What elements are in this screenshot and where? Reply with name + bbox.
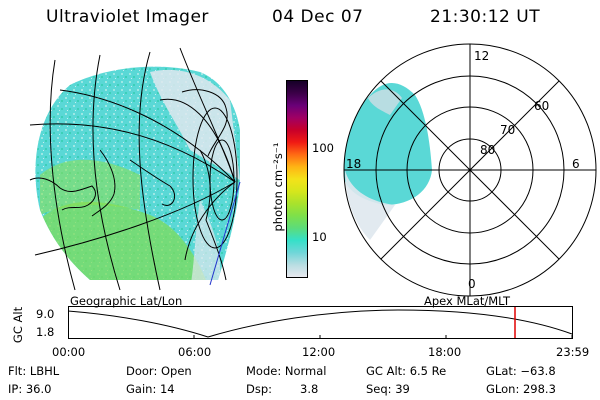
ip-info: IP: 36.0 (8, 382, 52, 396)
ring-label-80: 80 (480, 143, 495, 157)
x-tick-0000: 00:00 (52, 345, 86, 359)
x-tick-1800: 18:00 (428, 345, 462, 359)
seq-info: Seq: 39 (366, 382, 410, 396)
terminator-line (209, 181, 241, 286)
y-tick-high: 9.0 (36, 307, 55, 321)
colorbar-gradient (287, 81, 307, 277)
gc-alt-info: GC Alt: 6.5 Re (366, 364, 447, 378)
clock-label-0: 0 (468, 277, 476, 291)
clock-label-18: 18 (346, 157, 361, 171)
apex-label: Apex MLat/MLT (424, 294, 511, 308)
instrument-title: Ultraviolet Imager (46, 7, 209, 27)
colorbar-unit-label: photon cm⁻²s⁻¹ (271, 142, 285, 232)
glat-info: GLat: −63.8 (486, 364, 556, 378)
clock-label-6: 6 (572, 157, 580, 171)
y-axis-title: GC Alt (11, 306, 25, 344)
x-tick-1200: 12:00 (302, 345, 336, 359)
glon-info: GLon: 298.3 (486, 382, 556, 396)
clock-label-12: 12 (474, 49, 489, 63)
date-label: 04 Dec 07 (272, 7, 364, 27)
door-info: Door: Open (126, 364, 192, 378)
geographic-image (29, 47, 241, 291)
ring-label-70: 70 (500, 123, 515, 137)
polar-plot: 80 70 60 12 6 0 18 (343, 43, 597, 297)
colorbar-tick-10: 10 (312, 230, 327, 244)
dsp-label: Dsp: (246, 382, 273, 396)
mode-info: Mode: Normal (246, 364, 327, 378)
geographic-label: Geographic Lat/Lon (70, 294, 183, 308)
y-tick-low: 1.8 (36, 325, 55, 339)
coastlines (29, 89, 228, 281)
flt-info: Flt: LBHL (8, 364, 60, 378)
time-label: 21:30:12 UT (430, 7, 541, 27)
ring-label-60: 60 (534, 99, 549, 113)
x-tick-2359: 23:59 (556, 345, 590, 359)
polar-grid (343, 43, 597, 297)
colorbar (286, 80, 308, 278)
x-tick-0600: 06:00 (178, 345, 212, 359)
aurora-emission (35, 66, 241, 280)
colorbar-tick-100: 100 (312, 141, 334, 155)
x-axis-ticks (68, 335, 573, 339)
geographic-grid (29, 47, 238, 291)
dsp-value: 3.8 (300, 382, 319, 396)
orbit-altitude-strip (68, 306, 573, 339)
gain-info: Gain: 14 (126, 382, 175, 396)
polar-aurora (344, 83, 432, 240)
altitude-curve (68, 309, 573, 338)
